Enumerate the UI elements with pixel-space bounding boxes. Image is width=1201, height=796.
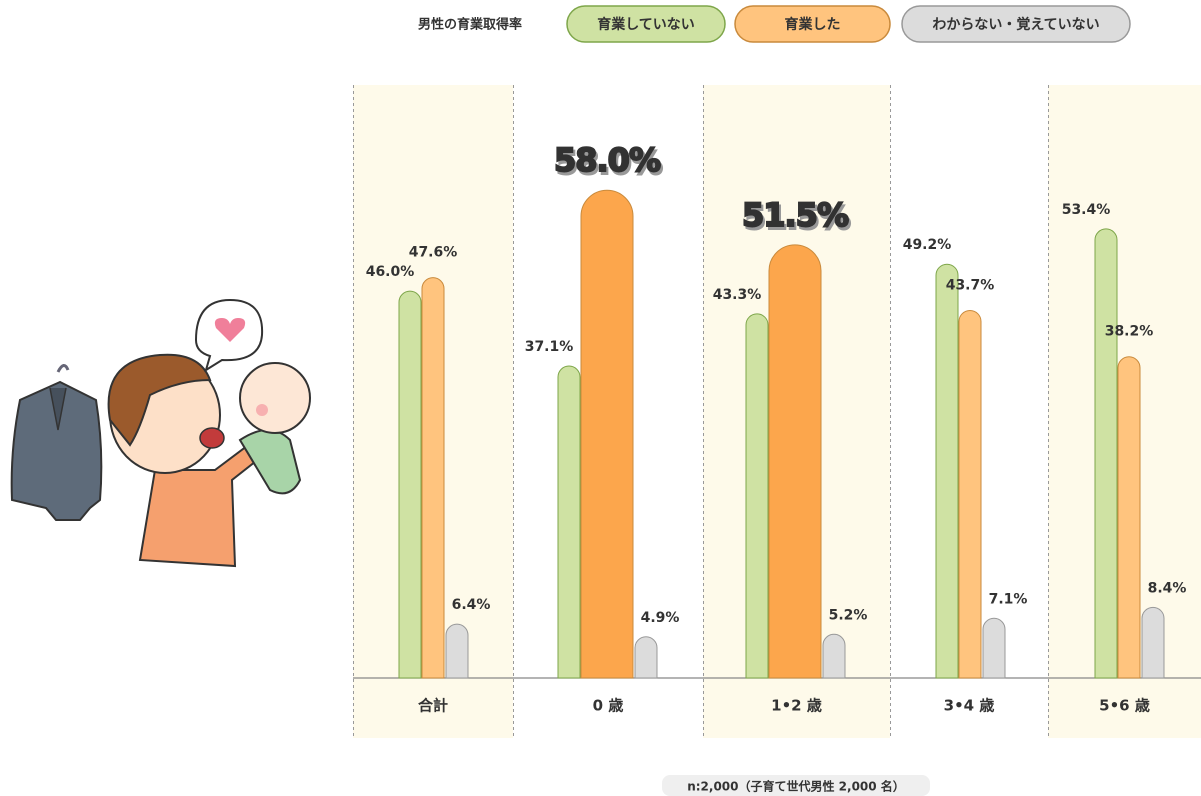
footnote: n:2,000（子育て世代男性 2,000 名）	[687, 779, 905, 794]
value-label: 43.7%	[946, 277, 995, 293]
bar	[422, 278, 444, 678]
value-label: 47.6%	[409, 245, 458, 261]
value-label: 5.2%	[829, 607, 868, 623]
legend-title: 男性の育業取得率	[418, 17, 522, 33]
value-label: 46.0%	[366, 264, 415, 280]
x-tick-label: 5•6 歳	[1099, 697, 1150, 715]
value-label: 4.9%	[641, 610, 680, 626]
bar	[558, 366, 580, 678]
bar	[959, 310, 981, 678]
x-tick-label: 0 歳	[593, 697, 624, 715]
value-label: 38.2%	[1105, 324, 1154, 340]
value-label: 37.1%	[525, 339, 574, 355]
x-tick-label: 3•4 歳	[944, 697, 995, 715]
bar	[823, 634, 845, 678]
bar	[1118, 357, 1140, 678]
value-label: 6.4%	[452, 597, 491, 613]
bar	[1142, 607, 1164, 678]
value-label: 8.4%	[1148, 580, 1187, 596]
bar	[446, 624, 468, 678]
value-label: 53.4%	[1062, 202, 1111, 218]
x-tick-label: 合計	[417, 697, 448, 715]
legend-label: 育業していない	[597, 16, 695, 33]
bar	[581, 190, 633, 678]
bar	[746, 314, 768, 678]
value-label: 49.2%	[903, 237, 952, 253]
bar	[936, 264, 958, 678]
value-label: 43.3%	[713, 287, 762, 303]
value-label-highlight: 51.5%	[742, 196, 849, 234]
bar	[635, 637, 657, 678]
bar	[983, 618, 1005, 678]
x-tick-label: 1•2 歳	[771, 697, 822, 715]
bar	[1095, 229, 1117, 678]
bar	[769, 245, 821, 678]
legend-label: 育業した	[785, 16, 841, 33]
chart: 合計 46.0% 47.6% 6.4% 0 歳 37.1% 58.0% 4.9% 1•2 歳 43…	[0, 0, 1201, 796]
value-label: 7.1%	[989, 591, 1028, 607]
value-label-highlight: 58.0%	[554, 141, 661, 179]
illustration	[12, 300, 310, 566]
legend-label: わからない・覚えていない	[932, 16, 1099, 33]
bar	[399, 291, 421, 678]
